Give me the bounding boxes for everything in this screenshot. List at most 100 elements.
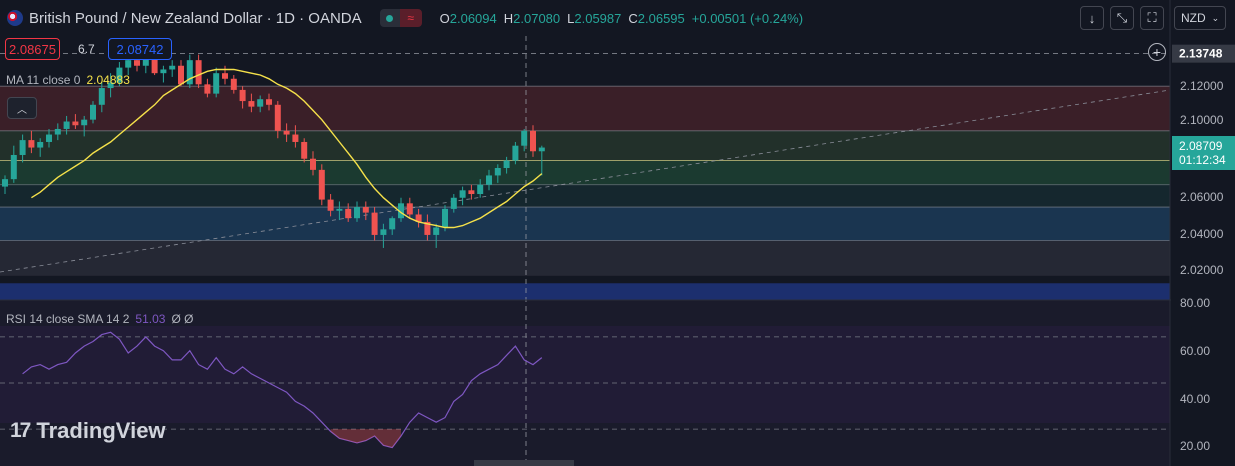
rsi-line (22, 331, 543, 449)
sell-button[interactable]: 2.08675 (5, 38, 60, 60)
candle-body (90, 104, 96, 120)
price-tick-label: 40.00 (1180, 392, 1210, 406)
candle-body (380, 229, 387, 235)
candle-body (406, 203, 413, 215)
header-bar: British Pound / New Zealand Dollar · 1D … (0, 0, 1170, 36)
candle-body (459, 190, 466, 198)
candle-body (116, 67, 123, 83)
ma-value: 2.04883 (86, 73, 130, 87)
candle-body (230, 78, 237, 90)
candle-body (81, 119, 88, 126)
crosshair-price-box (1172, 44, 1235, 63)
last-price-label: 2.08709 (1179, 139, 1223, 153)
zone-band (0, 207, 1170, 241)
candle-body (160, 69, 167, 74)
candle-body (2, 179, 8, 187)
candle-body (28, 140, 35, 148)
buy-button[interactable]: 2.08742 (108, 38, 172, 60)
candle-body (424, 221, 431, 235)
candle-body (327, 199, 334, 211)
gbp-nzd-flag-icon (7, 10, 23, 26)
brand-name: TradingView (36, 418, 166, 443)
zone-band (0, 283, 1170, 302)
tv-logo-icon: 17 (10, 419, 31, 442)
candle-body (301, 141, 308, 159)
collapse-legend-button[interactable]: ︿ (7, 97, 37, 119)
price-tick-label: 80.00 (1180, 296, 1210, 310)
candle-body (257, 99, 264, 107)
candle-body (72, 121, 79, 126)
candle-body (310, 158, 316, 170)
trend-line (0, 89, 1171, 273)
candle-body (46, 134, 52, 142)
low-value: 2.05987 (574, 10, 622, 26)
candle-body (142, 58, 149, 66)
ma-line-layer (31, 68, 543, 229)
market-open-icon (379, 9, 400, 27)
rsi-label: RSI 14 close SMA 14 2 (6, 312, 130, 326)
candle-body (530, 130, 536, 152)
candle-body (10, 154, 17, 180)
ma-legend[interactable]: MA 11 close 0 2.04883 (6, 73, 130, 87)
candle-body (292, 134, 299, 142)
price-zones (0, 85, 1170, 466)
candle-body (222, 73, 228, 79)
candle-body (98, 88, 105, 105)
candle-body (415, 214, 422, 222)
open-value: 2.06094 (449, 10, 497, 26)
countdown-label: 01:12:34 (1179, 153, 1226, 167)
scroll-down-button[interactable]: ↓ (1080, 6, 1104, 30)
currency-select[interactable]: NZD ⌄ (1174, 6, 1226, 30)
zone-band (0, 240, 1170, 276)
ma-line (31, 68, 543, 229)
tradingview-logo: 17 TradingView (10, 418, 166, 444)
rsi-legend[interactable]: RSI 14 close SMA 14 2 51.03 Ø Ø (6, 312, 193, 326)
candle-body (248, 101, 255, 107)
candle-body (450, 197, 457, 209)
candle-body (389, 218, 396, 230)
candle-body (283, 130, 290, 135)
candle-body (538, 147, 545, 152)
candle-body (107, 82, 114, 89)
price-tick-label: 2.12000 (1180, 79, 1224, 93)
price-scale: 2.12000 2.10000 2.06000 2.04000 2.02000 80.00… (474, 0, 1235, 466)
fullscreen-button[interactable]: ⤡ (1110, 6, 1134, 30)
close-value: 2.06595 (637, 10, 685, 26)
expand-icon: ⤡ (1116, 10, 1128, 25)
symbol-title[interactable]: British Pound / New Zealand Dollar · 1D … (29, 9, 362, 27)
zone-band (0, 86, 1170, 131)
candle-body (442, 208, 448, 228)
ma-label: MA 11 close 0 (6, 73, 81, 87)
candle-body (54, 128, 61, 135)
ohlc-values: O2.06094 H2.07080 L2.05987 C2.06595 +0.0… (439, 10, 804, 26)
price-tick-label: 2.02000 (1180, 263, 1224, 277)
candle-body (239, 89, 246, 102)
frame-icon: ⛶ (1147, 10, 1157, 25)
candle-body (318, 169, 325, 200)
currency-label: NZD (1181, 11, 1206, 25)
candle-body (169, 65, 176, 70)
candle-body (204, 84, 211, 94)
change-value: +0.00501 (+0.24%) (691, 10, 804, 26)
add-alert-plus-icon[interactable]: + (1148, 43, 1166, 61)
candle-body (37, 141, 44, 148)
rsi-pane (0, 331, 1170, 449)
candle-body (186, 60, 193, 85)
candle-body (521, 130, 528, 146)
price-tick-label: 2.10000 (1180, 113, 1224, 127)
market-status-pill[interactable]: ≈ (379, 9, 422, 27)
candle-body (178, 65, 184, 85)
scale-bg (1171, 0, 1235, 466)
high-value: 2.07080 (513, 10, 561, 26)
price-tick-label: 60.00 (1180, 344, 1210, 358)
candle-body (345, 208, 352, 219)
rsi-value: 51.03 (135, 312, 166, 326)
candle-body (494, 168, 501, 176)
chevron-down-icon: ⌄ (1211, 12, 1220, 23)
candle-body (503, 160, 510, 168)
screenshot-button[interactable]: ⛶ (1140, 6, 1164, 30)
crosshair-price-label: 2.13748 (1179, 47, 1223, 61)
candle-body (371, 212, 378, 235)
